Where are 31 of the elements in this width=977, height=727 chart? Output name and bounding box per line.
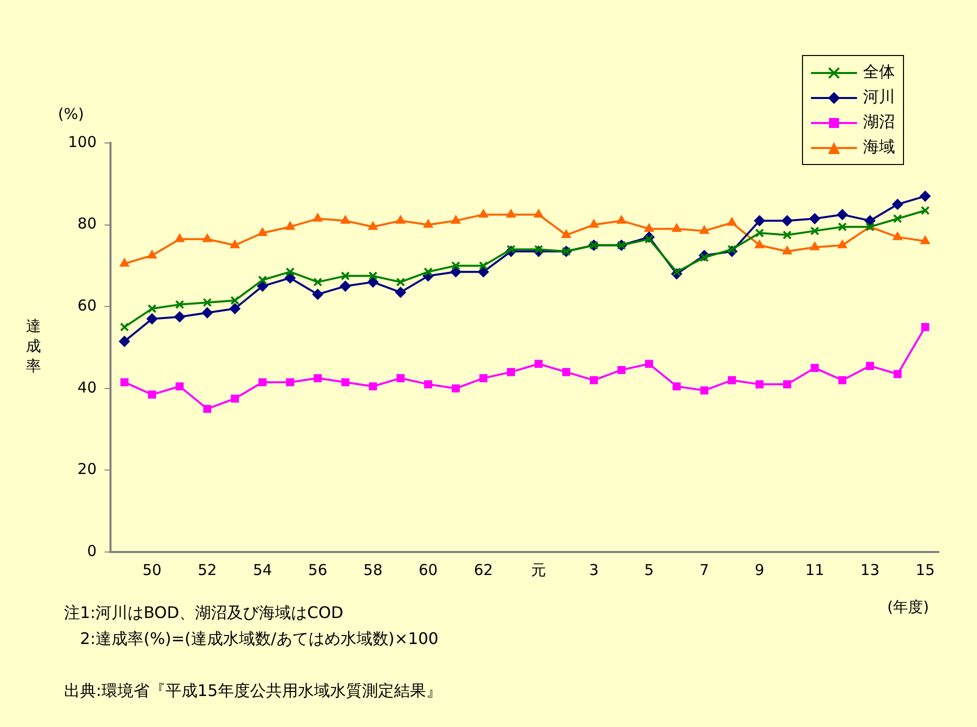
text: (%) [58, 105, 84, 123]
x-tick-label: 3 [589, 560, 599, 579]
x-tick-label: 56 [308, 560, 328, 579]
y-tick-label: 100 [68, 132, 97, 151]
x-tick-label: 62 [474, 560, 493, 579]
legend-label: 河川 [863, 87, 895, 108]
x-tick-label: 60 [418, 560, 438, 579]
x-tick-label: 50 [142, 560, 162, 579]
x-tick-label: 11 [805, 560, 824, 579]
legend-label: 湖沼 [863, 112, 895, 133]
y-tick-label: 80 [78, 214, 97, 233]
y-tick-label: 0 [87, 542, 97, 560]
x-tick-label: 15 [916, 560, 935, 579]
x-tick-label: 元 [531, 560, 546, 579]
y-axis-title: 達成率 [26, 316, 41, 376]
legend-label: 海域 [863, 137, 895, 158]
x-tick-label: 58 [363, 560, 382, 579]
x-tick-label: 9 [754, 560, 764, 579]
source-note: 出典:環境省『平成15年度公共用水域水質測定結果』 [64, 680, 442, 702]
y-tick-label: 60 [78, 296, 97, 314]
x-tick-label: 52 [198, 560, 217, 579]
x-tick-label: 13 [860, 560, 880, 579]
x-tick-label: 5 [644, 560, 654, 579]
y-tick-label: 40 [78, 378, 97, 396]
legend-label: 全体 [863, 62, 895, 83]
x-tick-label: 54 [252, 560, 272, 579]
x-tick-label: 7 [700, 560, 710, 579]
y-tick-label: 20 [78, 460, 97, 478]
text: 2:達成率(%)=(達成水域数/あてはめ水域数)×100 [79, 628, 440, 650]
text: 注1:河川はBOD、湖沼及び海域はCOD [64, 602, 344, 624]
x-axis-title: (年度) [887, 598, 929, 617]
